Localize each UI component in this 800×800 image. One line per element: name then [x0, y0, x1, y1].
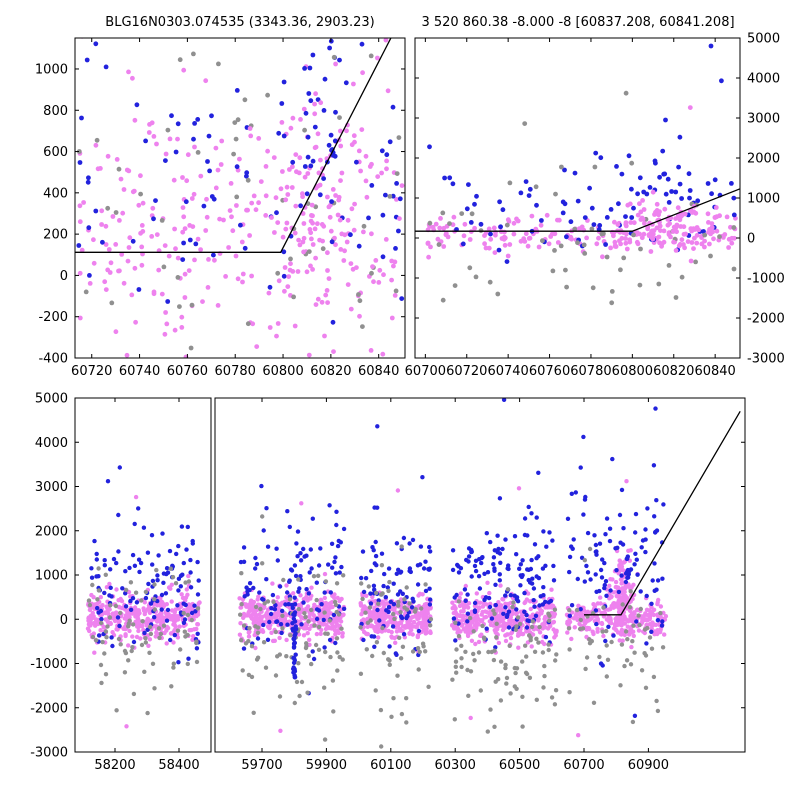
x-tick-label: 58200 — [94, 758, 135, 773]
plot-title-top-left: BLG16N0303.074535 (3343.36, 2903.23) — [105, 15, 375, 30]
y-tick-label: 5000 — [35, 392, 68, 407]
x-tick-label: 60840 — [694, 364, 735, 379]
axes-top-left: 60720 60740 60760 60780 60800 60820 60840 -400 -… — [35, 37, 406, 379]
plot-bottom: 58200 58400 59700 59900 60100 60300 60500 60700… — [30, 392, 746, 773]
model-line — [75, 38, 392, 253]
x-tick-label: 60720 — [71, 364, 112, 379]
x-tick-label: 60800 — [262, 364, 303, 379]
y-tick-label: 4000 — [35, 436, 68, 451]
plot-top-left: 60720 60740 60760 60780 60800 60820 60840 -400 -… — [35, 37, 406, 379]
x-tick-label: 60700 — [563, 758, 604, 773]
scatter-points — [76, 38, 405, 358]
y-tick-label: 800 — [43, 104, 68, 119]
y-tick-label: 0 — [60, 269, 68, 284]
y-tick-label: 3000 — [747, 112, 780, 127]
y-tick-label: 2000 — [35, 524, 68, 539]
x-tick-label: 60760 — [167, 364, 208, 379]
y-tick-label: 3000 — [35, 480, 68, 495]
x-tick-label: 60760 — [529, 364, 570, 379]
y-tick-label: 1000 — [35, 62, 68, 77]
x-tick-label: 60780 — [215, 364, 256, 379]
x-tick-label: 60740 — [487, 364, 528, 379]
axes-bottom: 58200 58400 59700 59900 60100 60300 60500 60700… — [30, 392, 746, 773]
x-tick-label: 60840 — [358, 364, 399, 379]
y-tick-label: -200 — [38, 310, 68, 325]
x-tick-label: 60100 — [370, 758, 411, 773]
y-tick-label: 0 — [60, 613, 68, 628]
x-tick-label: 60780 — [570, 364, 611, 379]
x-tick-label: 59700 — [241, 758, 282, 773]
y-tick-label: 1000 — [35, 569, 68, 584]
y-tick-label: -1000 — [747, 272, 785, 287]
x-tick-label: 60500 — [499, 758, 540, 773]
x-tick-label: 60720 — [446, 364, 487, 379]
y-tick-label: 5000 — [747, 32, 780, 47]
y-tick-label: 1000 — [747, 192, 780, 207]
x-tick-label: 60820 — [310, 364, 351, 379]
x-tick-label: 60300 — [435, 758, 476, 773]
scatter-points — [425, 43, 738, 306]
x-tick-label: 60820 — [653, 364, 694, 379]
x-tick-label: 60740 — [119, 364, 160, 379]
x-tick-label: 59900 — [306, 758, 347, 773]
x-tick-label: 60800 — [612, 364, 653, 379]
plot-title-top-right: 3 520 860.38 -8.000 -8 [60837.208, 60841… — [421, 15, 735, 30]
x-tick-label: 60700 — [405, 364, 446, 379]
y-tick-label: 400 — [43, 186, 68, 201]
y-tick-label: -400 — [38, 352, 68, 367]
x-tick-label: 60900 — [628, 758, 669, 773]
y-tick-label: 0 — [747, 232, 755, 247]
y-tick-label: -3000 — [30, 746, 68, 761]
y-tick-label: -2000 — [30, 701, 68, 716]
y-tick-label: 600 — [43, 145, 68, 160]
y-tick-label: 2000 — [747, 152, 780, 167]
plot-top-right: 60700 60720 60740 60760 60780 60800 60820 60840… — [405, 32, 785, 380]
axes-top-right: 60700 60720 60740 60760 60780 60800 60820 60840… — [405, 32, 785, 380]
scatter-points — [85, 398, 669, 749]
y-tick-label: 4000 — [747, 72, 780, 87]
y-tick-label: 200 — [43, 228, 68, 243]
x-tick-label: 58400 — [158, 758, 199, 773]
y-tick-label: -2000 — [747, 312, 785, 327]
model-line — [415, 188, 740, 232]
y-tick-label: -3000 — [747, 352, 785, 367]
model-line — [584, 410, 741, 616]
y-tick-label: -1000 — [30, 657, 68, 672]
